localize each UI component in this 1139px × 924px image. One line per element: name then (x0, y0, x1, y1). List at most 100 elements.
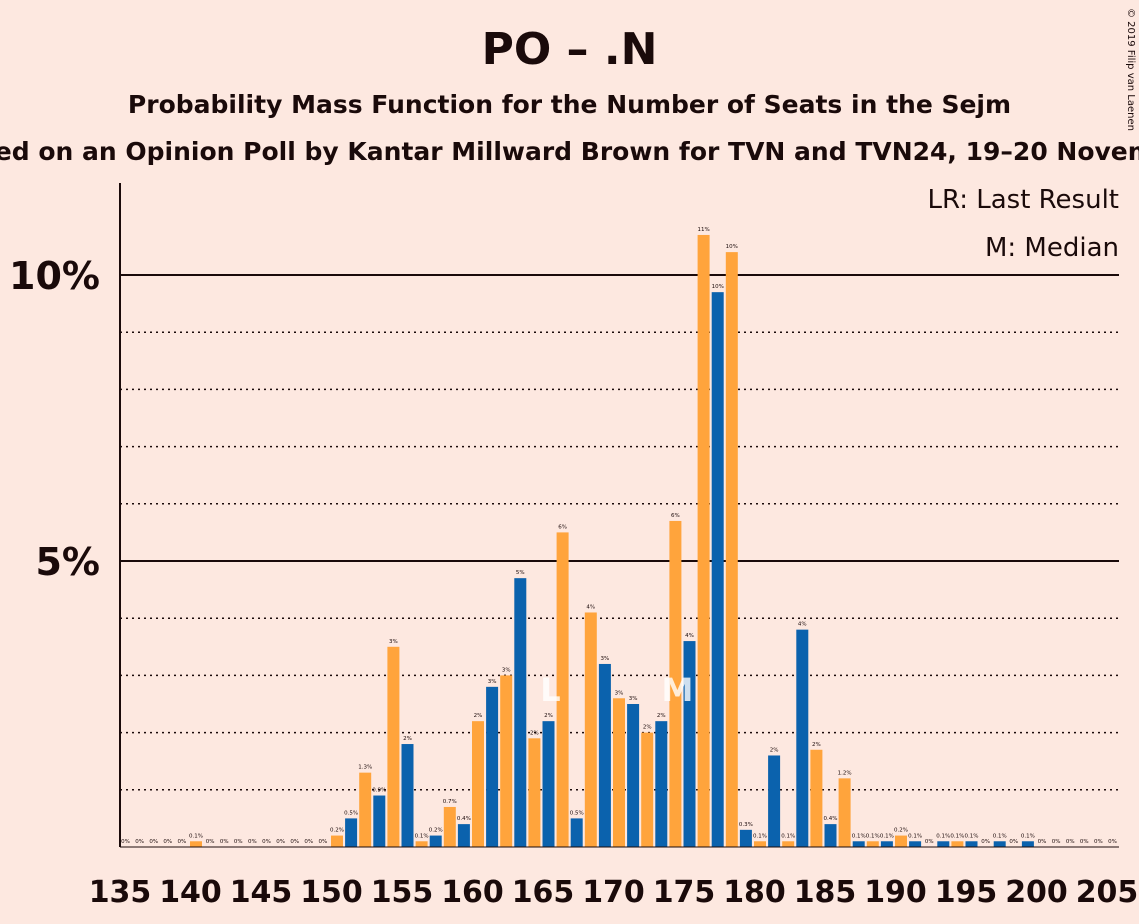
bar-value-label: 0.5% (570, 810, 584, 816)
bar-value-label: 3% (615, 690, 624, 696)
x-tick-label: 160 (441, 875, 504, 910)
bar-value-label: 3% (629, 696, 638, 702)
bar-value-label: 0% (135, 839, 144, 845)
bar-value-label: 0.1% (189, 833, 203, 839)
bar-value-label: 2% (544, 713, 553, 719)
bar-value-label: 0.2% (894, 828, 908, 834)
bar-seat-153 (359, 772, 372, 847)
x-tick-label: 165 (512, 875, 575, 910)
bar-value-label: 10% (712, 284, 724, 290)
x-tick-label: 180 (723, 875, 786, 910)
bar-seat-161 (472, 721, 484, 847)
bar-value-label: 0.1% (781, 833, 795, 839)
bar-seat-171 (613, 698, 625, 847)
bar-value-label: 0% (1009, 839, 1018, 845)
bar-seat-178 (711, 292, 724, 847)
bar-seat-165 (528, 738, 541, 847)
bar-value-label: 0% (981, 839, 990, 845)
bar-seat-192 (909, 841, 922, 847)
bar-value-label: 0.4% (824, 816, 838, 822)
bar-value-label: 0% (1066, 839, 1075, 845)
bar-value-label: 0% (248, 839, 257, 845)
x-tick-label: 135 (89, 875, 152, 910)
bar-value-label: 4% (798, 622, 807, 628)
bar-value-label: 0% (1038, 839, 1047, 845)
chart-subtitle: Probability Mass Function for the Number… (127, 90, 1012, 119)
bar-seat-158 (429, 835, 442, 847)
bar-value-label: 10% (726, 244, 738, 250)
bar-seat-177 (697, 234, 710, 847)
bar-value-label: 5% (516, 570, 525, 576)
bar-value-label: 3% (502, 667, 511, 673)
bar-value-label: 2% (770, 747, 779, 753)
legend-median: M: Median (984, 233, 1119, 263)
bar-value-label: 0.1% (950, 833, 964, 839)
bar-seat-179 (725, 252, 738, 847)
bar-seat-159 (443, 806, 456, 847)
bar-seat-151 (331, 835, 343, 847)
bar-value-label: 0% (220, 839, 229, 845)
bar-value-label: 0.1% (908, 833, 922, 839)
bar-seat-155 (387, 646, 400, 847)
x-tick-label: 155 (371, 875, 434, 910)
bar-seat-194 (937, 841, 950, 847)
bar-value-label: 0% (319, 839, 328, 845)
x-tick-label: 185 (794, 875, 857, 910)
bar-value-label: 0.1% (936, 833, 950, 839)
bar-seat-176 (683, 641, 696, 847)
bar-value-label: 6% (671, 513, 680, 519)
bar-seat-141 (190, 841, 202, 847)
bar-seat-182 (768, 755, 781, 847)
bar-value-label: 3% (389, 639, 398, 645)
bar-value-label: 0% (234, 839, 243, 845)
bar-seat-196 (965, 841, 978, 847)
bar-seat-180 (739, 829, 752, 847)
x-tick-label: 195 (935, 875, 998, 910)
bar-value-label: 0.1% (866, 833, 880, 839)
bar-value-label: 0% (304, 839, 313, 845)
bar-value-label: 0.4% (457, 816, 471, 822)
y-tick-label: 5% (35, 540, 100, 584)
bar-value-label: 0% (121, 839, 130, 845)
bar-seat-164 (514, 578, 527, 847)
bar-seat-187 (838, 778, 851, 847)
bar-seat-174 (655, 721, 668, 847)
bar-seat-175 (669, 520, 682, 847)
bar-value-label: 0.1% (1021, 833, 1035, 839)
x-tick-label: 145 (230, 875, 293, 910)
bar-value-label: 0.9% (372, 788, 386, 794)
bar-value-label: 0.1% (993, 833, 1007, 839)
bar-seat-170 (598, 663, 611, 847)
bar-value-label: 2% (812, 742, 821, 748)
bar-seat-185 (810, 749, 823, 847)
bar-value-label: 0% (925, 839, 934, 845)
x-tick-label: 175 (653, 875, 716, 910)
bar-value-label: 2% (643, 725, 652, 731)
bar-seat-172 (627, 704, 640, 847)
bar-seat-190 (880, 841, 893, 847)
bar-seat-184 (796, 629, 809, 847)
bar-value-label: 0.1% (965, 833, 979, 839)
last-result-marker: L (540, 671, 560, 709)
bar-seat-163 (500, 675, 513, 847)
bar-seat-169 (584, 612, 597, 847)
bar-seat-156 (401, 744, 414, 847)
bar-value-label: 3% (601, 656, 610, 662)
bar-value-label: 0.1% (753, 833, 767, 839)
bar-seat-195 (951, 841, 964, 847)
bar-value-label: 0% (206, 839, 215, 845)
bar-value-label: 0% (276, 839, 285, 845)
bar-seat-191 (895, 835, 907, 847)
bar-value-label: 0% (149, 839, 158, 845)
bar-value-label: 0.1% (852, 833, 866, 839)
bar-value-label: 0.1% (880, 833, 894, 839)
bar-value-label: 2% (474, 713, 483, 719)
bar-seat-160 (457, 824, 470, 847)
bar-value-label: 0.2% (330, 828, 344, 834)
chart-source: Based on an Opinion Poll by Kantar Millw… (0, 137, 1139, 166)
bar-value-label: 0% (290, 839, 299, 845)
x-tick-label: 190 (864, 875, 927, 910)
bar-seat-168 (570, 818, 583, 847)
bar-value-label: 0% (1080, 839, 1089, 845)
